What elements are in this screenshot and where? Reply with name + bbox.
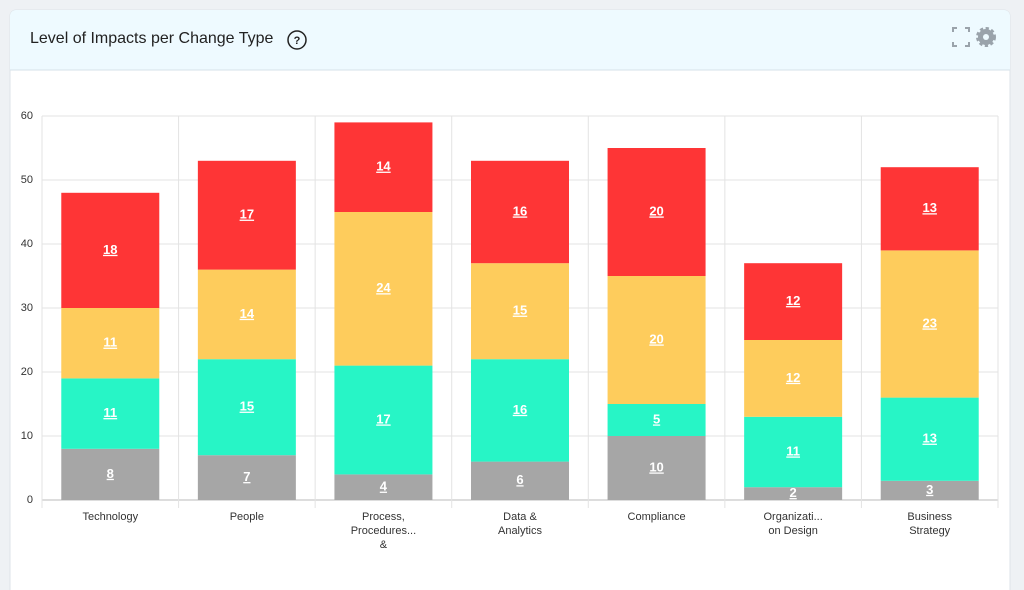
x-tick-label: Business <box>907 511 952 523</box>
data-label: 5 <box>653 411 660 426</box>
data-label: 18 <box>103 242 117 257</box>
data-label: 11 <box>103 405 117 420</box>
x-tick-label: Technology <box>82 511 138 523</box>
help-icon-text: ? <box>294 35 301 47</box>
bar-segment <box>471 160 569 264</box>
data-label: 12 <box>786 370 800 385</box>
data-label: 17 <box>376 411 390 426</box>
bar-segment <box>744 340 843 417</box>
help-icon[interactable] <box>287 30 307 50</box>
y-tick-label: 40 <box>21 238 33 250</box>
bar-segment <box>471 263 569 360</box>
bar-segment <box>744 487 843 500</box>
data-label: 8 <box>107 466 114 481</box>
card-header <box>10 10 1010 70</box>
data-label: 20 <box>649 331 663 346</box>
y-tick-label: 0 <box>27 494 33 506</box>
data-label: 15 <box>513 303 527 318</box>
x-tick-label: on Design <box>768 525 818 537</box>
bar-segment <box>880 250 979 398</box>
bar-segment <box>744 263 843 340</box>
y-tick-label: 60 <box>21 110 33 122</box>
data-label: 13 <box>922 200 936 215</box>
bar-segment <box>880 397 979 481</box>
bar-segment <box>471 359 569 462</box>
data-label: 3 <box>926 482 933 497</box>
data-label: 16 <box>513 203 527 218</box>
x-tick-label: Data & <box>503 511 537 523</box>
bar-segment <box>334 365 433 475</box>
data-label: 7 <box>243 469 250 484</box>
x-tick-label: Compliance <box>628 511 686 523</box>
bar-segment <box>197 160 296 270</box>
bar-segment <box>880 167 979 251</box>
bar-segment <box>61 192 160 308</box>
bar-segment <box>607 404 706 436</box>
x-tick-label: Strategy <box>909 525 950 537</box>
bar-segment <box>334 122 433 212</box>
bar-segment <box>197 269 296 360</box>
data-label: 14 <box>240 306 255 321</box>
x-tick-label: Procedures... <box>351 525 416 537</box>
expand-icon[interactable] <box>952 27 970 47</box>
data-label: 24 <box>376 280 391 295</box>
y-tick-label: 30 <box>21 302 33 314</box>
x-tick-label: Process, <box>362 511 405 523</box>
data-label: 11 <box>786 443 800 458</box>
gear-hole <box>983 34 989 40</box>
x-tick-label: Analytics <box>498 525 543 537</box>
bar-segment <box>334 474 433 500</box>
bar-segment <box>334 212 433 366</box>
x-tick-label: Organizati... <box>763 511 822 523</box>
bar-segment <box>61 448 160 500</box>
x-tick-label: & <box>380 539 388 551</box>
bar-segment <box>607 148 706 276</box>
x-tick-label: People <box>230 511 264 523</box>
data-label: 11 <box>103 335 117 350</box>
data-label: 4 <box>380 479 388 494</box>
y-tick-label: 20 <box>21 366 33 378</box>
bar-segment <box>607 436 706 500</box>
data-label: 10 <box>649 459 663 474</box>
data-label: 2 <box>790 485 797 500</box>
bar-segment <box>744 416 843 488</box>
bar-segment <box>607 276 706 404</box>
data-label: 16 <box>513 402 527 417</box>
data-label: 6 <box>516 472 523 487</box>
bar-segment <box>197 359 296 456</box>
data-label: 15 <box>240 399 254 414</box>
data-label: 17 <box>240 207 254 222</box>
data-label: 23 <box>922 315 936 330</box>
data-label: 20 <box>649 203 663 218</box>
settings-icon[interactable] <box>976 27 996 47</box>
bar-segment <box>197 455 296 500</box>
y-tick-label: 50 <box>21 174 33 186</box>
data-label: 13 <box>922 431 936 446</box>
bar-segment <box>880 480 979 500</box>
data-label: 12 <box>786 293 800 308</box>
chart-title: Level of Impacts per Change Type <box>30 30 274 47</box>
bar-segment <box>61 308 160 379</box>
data-label: 14 <box>376 159 391 174</box>
y-tick-label: 10 <box>21 430 33 442</box>
bar-segment <box>471 461 569 500</box>
bar-segment <box>61 378 160 449</box>
